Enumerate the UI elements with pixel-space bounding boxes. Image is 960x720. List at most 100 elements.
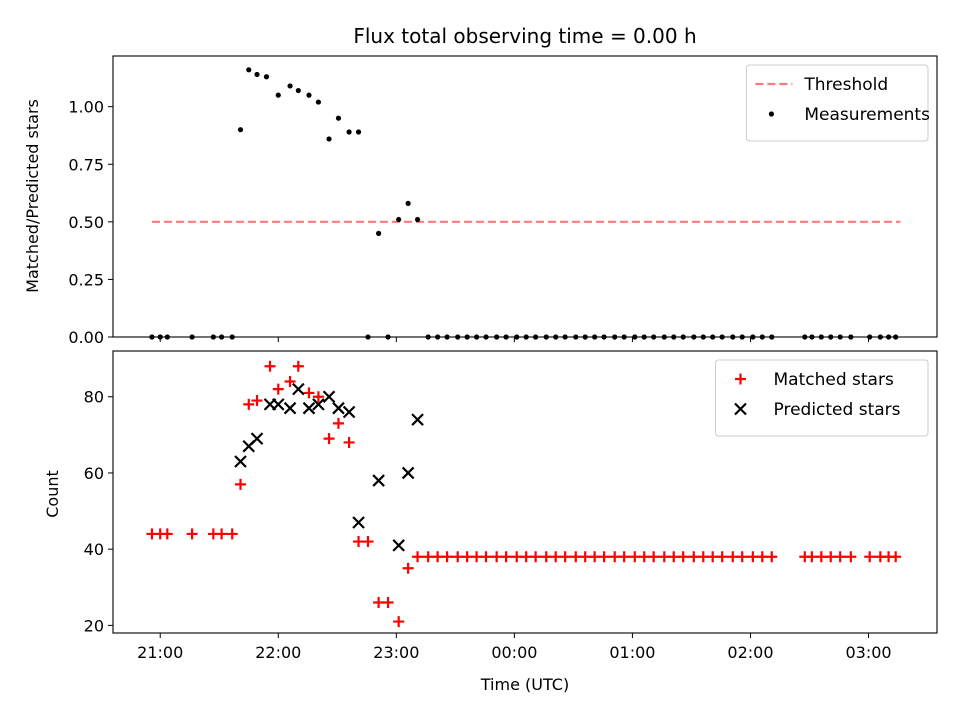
measurement-point: [405, 200, 411, 207]
measurement-point: [414, 216, 421, 223]
matched-star-point: [216, 528, 228, 540]
top-y-tick-label: 1.00: [68, 98, 104, 117]
measurement-point: [376, 230, 382, 236]
measurement-point: [237, 127, 244, 133]
x-tick-label: 21:00: [137, 643, 183, 662]
predicted-star-point: [283, 401, 297, 415]
matched-star-point: [815, 551, 827, 563]
top-panel: 0.00 0.25 0.50 0.75 1.00 Threshold Measurement…: [68, 55, 938, 347]
matched-star-point: [707, 551, 719, 563]
measurement-point: [287, 83, 293, 89]
predicted-star-point: [352, 516, 365, 529]
matched-star-point: [845, 551, 857, 563]
matched-star-point: [412, 551, 424, 563]
matched-star-point: [251, 395, 263, 407]
top-legend-label: Measurements: [804, 105, 930, 125]
bottom-y-tick-label: 40: [84, 540, 104, 559]
matched-star-point: [422, 551, 434, 563]
matched-star-point: [312, 391, 324, 403]
bottom-y-tick-label: 20: [84, 616, 104, 635]
matched-star-point: [520, 551, 532, 563]
matched-star-point: [638, 551, 650, 563]
top-y-tick-label: 0.50: [68, 213, 104, 232]
x-axis-label: Time (UTC): [480, 675, 569, 694]
matched-star-point: [658, 551, 670, 563]
x-tick-label: 03:00: [845, 643, 891, 662]
matched-star-point: [264, 360, 276, 372]
matched-star-point: [272, 383, 284, 395]
x-tick-label: 02:00: [727, 643, 773, 662]
chart-title: Flux total observing time = 0.00 h: [353, 24, 696, 48]
matched-star-point: [332, 417, 344, 429]
predicted-star-point: [401, 466, 415, 480]
matched-star-point: [688, 551, 700, 563]
matched-star-point: [186, 528, 198, 540]
matched-star-point: [825, 551, 837, 563]
matched-star-point: [648, 551, 660, 563]
bottom-legend-label: Predicted stars: [774, 400, 901, 420]
matched-star-point: [677, 551, 689, 563]
matched-star-point: [766, 551, 778, 563]
x-tick-label: 01:00: [609, 643, 655, 662]
bottom-y-tick-label: 60: [84, 464, 104, 483]
matched-star-point: [864, 551, 876, 563]
matched-star-point: [323, 433, 335, 445]
matched-star-point: [618, 551, 630, 563]
legend-predicted-swatch: [734, 402, 747, 416]
matched-star-point: [540, 551, 552, 563]
x-tick-label: 00:00: [491, 643, 537, 662]
x-tick-label: 22:00: [255, 643, 301, 662]
measurement-point: [275, 92, 281, 98]
matched-star-point: [806, 551, 818, 563]
matched-star-point: [243, 398, 255, 410]
matched-star-point: [353, 536, 365, 548]
measurement-point: [315, 99, 322, 105]
measurement-point: [326, 136, 332, 142]
matched-star-point: [303, 387, 315, 399]
matched-star-point: [668, 551, 680, 563]
measurement-point: [254, 71, 260, 78]
matched-star-point: [226, 528, 238, 540]
matched-star-point: [343, 436, 355, 448]
x-tick-label: 23:00: [373, 643, 419, 662]
matched-star-point: [579, 551, 591, 563]
predicted-star-point: [250, 432, 264, 445]
matched-star-point: [441, 551, 453, 563]
top-y-tick-label: 0.00: [68, 328, 104, 347]
matched-star-point: [362, 536, 374, 548]
bottom-legend-box: [715, 359, 929, 437]
matched-star-point: [589, 551, 601, 563]
matched-star-point: [500, 551, 512, 563]
predicted-star-point: [302, 401, 316, 415]
measurement-point: [295, 87, 301, 94]
measurement-point: [306, 92, 312, 98]
top-y-tick-label: 0.75: [68, 155, 104, 174]
matched-star-point: [736, 551, 748, 563]
predicted-star-point: [411, 413, 424, 426]
matched-star-point: [570, 551, 582, 563]
top-axes-frame: [112, 55, 938, 338]
predicted-star-point: [392, 539, 405, 552]
matched-star-point: [480, 551, 492, 563]
matched-star-point: [432, 551, 444, 563]
matched-star-point: [161, 528, 173, 540]
top-y-axis-label: Matched/Predicted stars: [23, 99, 42, 293]
predicted-star-point: [342, 405, 356, 419]
matched-star-point: [609, 551, 621, 563]
predicted-star-point: [292, 382, 305, 396]
predicted-star-point: [372, 474, 385, 487]
matched-star-point: [393, 616, 405, 628]
matched-star-point: [373, 597, 385, 609]
legend-matched-swatch: [735, 373, 746, 385]
matched-star-point: [382, 597, 394, 609]
matched-star-point: [530, 551, 542, 563]
matched-star-point: [629, 551, 641, 563]
bottom-panel: 20 40 60 80 21:00 22:00 23:00 00:00 01:00 02:00 03…: [84, 350, 938, 662]
predicted-star-point: [271, 398, 285, 411]
matched-star-point: [727, 551, 739, 563]
predicted-star-point: [322, 390, 336, 404]
matched-star-point: [716, 551, 728, 563]
matched-star-point: [890, 551, 902, 563]
